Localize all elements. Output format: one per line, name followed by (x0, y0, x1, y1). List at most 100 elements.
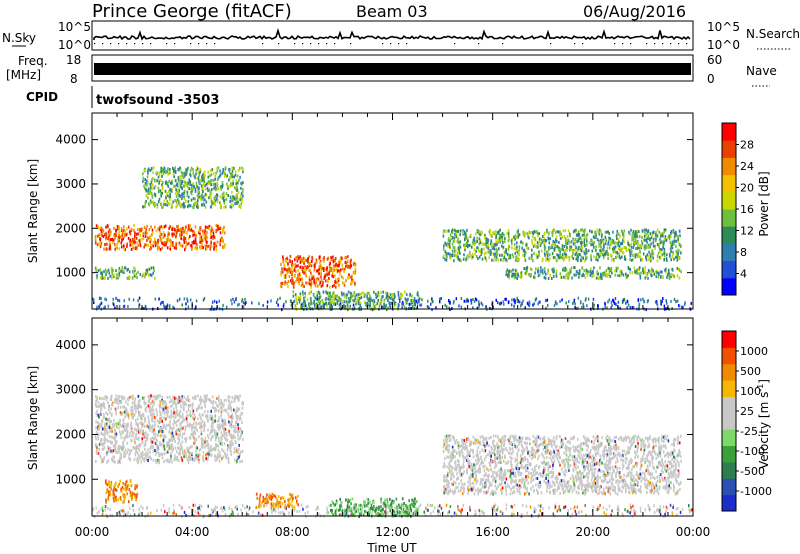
data-cell (179, 452, 182, 456)
data-cell (313, 264, 316, 268)
data-cell (214, 434, 217, 438)
data-cell (134, 240, 136, 244)
data-cell (470, 254, 473, 258)
data-cell (347, 255, 349, 259)
data-cell (191, 241, 194, 244)
data-cell (181, 398, 184, 402)
data-cell (478, 508, 481, 512)
data-cell (329, 294, 332, 298)
data-cell (499, 302, 502, 306)
data-cell (309, 297, 312, 300)
data-cell (523, 254, 526, 257)
data-cell (412, 511, 415, 515)
data-cell (170, 242, 172, 246)
data-cell (544, 270, 546, 274)
data-cell (343, 294, 346, 298)
data-cell (540, 270, 542, 274)
data-cell (598, 228, 601, 232)
data-cell (501, 238, 504, 242)
nave-tick-bottom: 0 (707, 72, 715, 86)
data-cell (671, 268, 674, 272)
data-cell (118, 236, 121, 239)
data-cell (153, 432, 155, 436)
data-cell (165, 180, 167, 184)
data-cell (168, 415, 170, 419)
data-cell (100, 439, 102, 443)
data-cell (146, 452, 149, 456)
data-cell (175, 192, 177, 195)
data-cell (455, 235, 458, 238)
data-cell (465, 241, 468, 245)
data-cell (197, 171, 199, 175)
data-cell (561, 235, 564, 239)
data-cell (199, 240, 201, 244)
data-cell (545, 252, 548, 256)
data-cell (524, 257, 526, 261)
data-cell (203, 182, 206, 186)
data-cell (161, 406, 164, 410)
data-cell (610, 269, 612, 273)
data-cell (109, 233, 112, 237)
data-cell (262, 303, 264, 307)
nsearch-dot (350, 43, 352, 45)
data-cell (462, 257, 465, 261)
data-cell (146, 238, 149, 242)
data-cell (575, 257, 578, 261)
data-cell (533, 252, 535, 255)
data-cell (210, 430, 213, 434)
data-cell (203, 394, 206, 398)
data-cell (544, 272, 547, 276)
data-cell (659, 250, 661, 254)
data-cell (198, 460, 200, 464)
data-cell (421, 298, 423, 302)
data-cell (154, 225, 156, 229)
data-cell (317, 299, 320, 303)
data-cell (98, 442, 101, 446)
data-cell (618, 274, 621, 278)
data-cell (242, 170, 244, 174)
nsearch-dot (110, 43, 112, 45)
data-cell (381, 510, 383, 513)
data-cell (225, 398, 228, 402)
data-cell (195, 449, 197, 453)
data-cell (414, 301, 417, 305)
data-cell (151, 409, 153, 413)
data-cell (347, 290, 350, 294)
data-cell (481, 247, 483, 251)
data-cell (342, 276, 344, 280)
data-cell (577, 230, 580, 234)
data-cell (493, 504, 495, 508)
data-cell (666, 506, 669, 510)
data-cell (645, 274, 648, 278)
data-cell (622, 231, 625, 235)
data-cell (218, 454, 221, 458)
data-cell (652, 269, 654, 273)
data-cell (585, 237, 588, 241)
data-cell (331, 268, 333, 272)
data-cell (198, 181, 200, 185)
data-cell (143, 226, 146, 229)
data-cell (673, 235, 676, 239)
data-cell (229, 200, 231, 203)
data-cell (172, 169, 175, 173)
data-cell (676, 299, 679, 303)
data-cell (469, 250, 471, 254)
data-cell (108, 243, 111, 247)
data-cell (563, 245, 566, 248)
data-cell (95, 460, 97, 463)
data-cell (320, 268, 323, 272)
data-cell (456, 239, 459, 243)
data-cell (148, 418, 150, 422)
data-cell (334, 259, 336, 263)
data-cell (200, 193, 203, 197)
data-cell (565, 301, 567, 305)
data-cell (654, 270, 657, 274)
data-cell (668, 237, 671, 241)
data-cell (358, 292, 360, 296)
data-cell (210, 240, 212, 244)
data-cell (146, 231, 149, 235)
data-cell (592, 243, 595, 247)
data-cell (501, 253, 503, 257)
data-cell (480, 230, 483, 234)
